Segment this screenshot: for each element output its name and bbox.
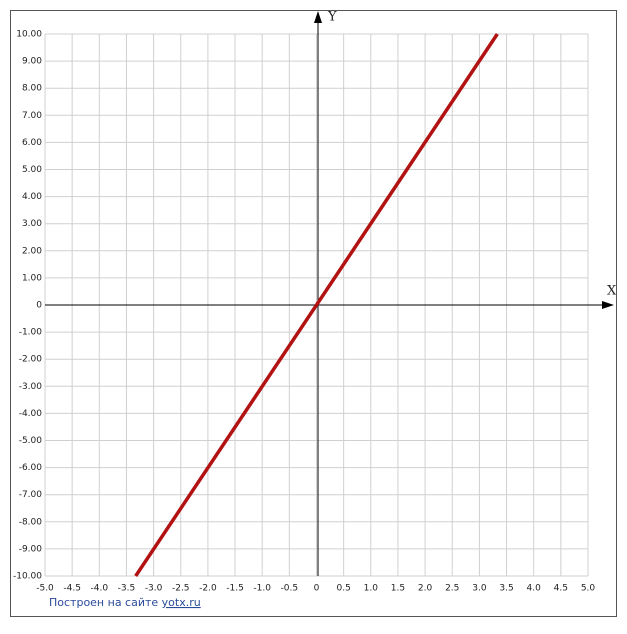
y-tick-label: 4.00 [22,192,42,202]
x-tick-label: -1.5 [226,584,244,594]
y-tick-label: -5.00 [19,436,43,446]
y-tick-label: 9.00 [22,57,42,67]
y-tick-label: 7.00 [22,111,42,121]
x-axis-label: X [607,284,617,299]
x-tick-label: -5.0 [36,584,54,594]
y-tick-label: 10.00 [16,30,42,40]
x-tick-label: 2.0 [418,584,433,594]
x-tick-label: -0.5 [281,584,299,594]
x-tick-label: 4.0 [527,584,542,594]
x-tick-label: 0 [314,584,320,594]
x-tick-label: 5.0 [581,584,596,594]
x-tick-label: 3.0 [472,584,487,594]
x-tick-label: 1.0 [364,584,379,594]
footer-link[interactable]: yotx.ru [162,596,201,609]
y-tick-label: -4.00 [19,409,43,419]
x-tick-label: -1.0 [253,584,271,594]
x-tick-label: 3.5 [499,584,513,594]
footer-text: Построен на сайте [49,596,158,609]
data-line [134,33,499,577]
y-tick-label: 5.00 [22,165,42,175]
x-tick-label: 0.5 [336,584,350,594]
x-tick-label: 4.5 [554,584,568,594]
x-arrow [602,301,614,309]
y-tick-label: -10.00 [13,572,42,582]
y-tick-label: -9.00 [19,544,43,554]
y-tick-label: -7.00 [19,490,43,500]
frame [10,10,617,617]
y-tick-label: -2.00 [19,355,43,365]
y-tick-label: 0 [36,301,42,311]
y-tick-label: 1.00 [22,273,42,283]
x-tick-label: 1.5 [391,584,405,594]
x-tick-label: -3.5 [118,584,136,594]
axes [45,11,614,576]
x-tick-label: 2.5 [445,584,459,594]
y-tick-label: -3.00 [19,382,43,392]
y-axis-label: Y [327,10,337,25]
y-tick-label: -8.00 [19,517,43,527]
y-tick-label: 8.00 [22,84,42,94]
y-tick-label: -6.00 [19,463,43,473]
x-tick-label: -2.5 [172,584,190,594]
y-tick-label: -1.00 [19,328,43,338]
y-tick-label: 3.00 [22,219,42,229]
x-tick-label: -4.5 [63,584,81,594]
footer: Построен на сайте yotx.ru [49,596,201,609]
y-tick-label: 2.00 [22,246,42,256]
x-tick-label: -3.0 [145,584,163,594]
x-tick-label: -4.0 [91,584,109,594]
x-tick-label: -2.0 [199,584,217,594]
y-tick-label: 6.00 [22,138,42,148]
y-arrow [314,11,322,23]
